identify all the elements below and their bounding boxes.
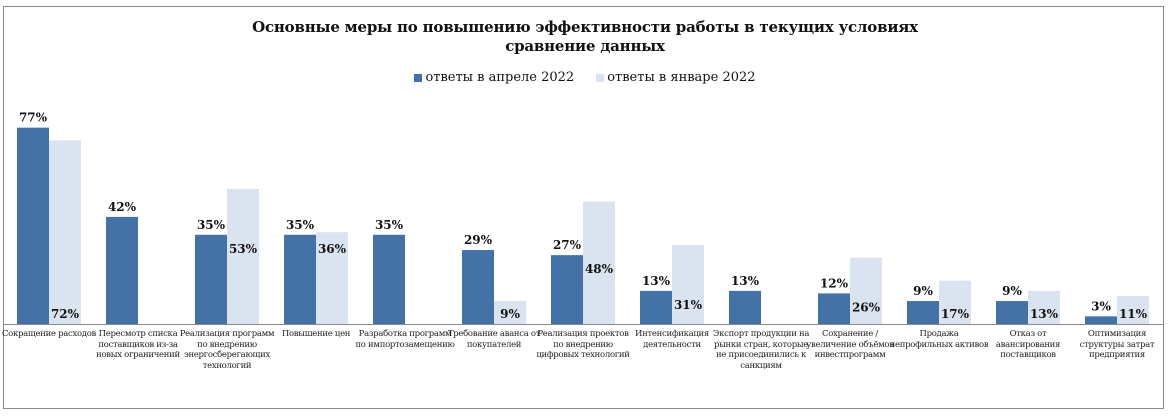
category-label-9: Сохранение / увеличение объёмов инвестпр… [806,329,894,360]
data-label-april-6: 27% [553,238,582,252]
bar-april-2 [195,234,227,324]
bar-april-1 [106,216,138,324]
category-label-3: Повышение цен [281,329,351,339]
legend-item-april: ответы в апреле 2022 [414,70,574,85]
data-label-april-3: 35% [286,218,315,232]
data-label-april-8: 13% [731,274,760,288]
data-label-january-10: 17% [941,307,970,321]
data-label-april-9: 12% [820,276,849,290]
data-label-april-2: 35% [197,218,226,232]
category-label-12: Оптимизация структуры затрат предприятия [1079,329,1155,360]
bar-january-11 [1028,290,1060,324]
bar-april-4 [373,234,405,324]
bar-april-6 [551,255,583,324]
data-label-april-5: 29% [464,233,493,247]
bar-april-3 [284,234,316,324]
chart-frame [3,6,1164,409]
category-label-10: Продажа непрофильных активов [889,329,989,350]
bar-january-2 [227,188,259,324]
bar-january-6 [583,201,615,324]
data-label-april-4: 35% [375,218,404,232]
bar-april-12 [1085,316,1117,324]
data-label-january-9: 26% [852,300,881,314]
data-label-april-10: 9% [913,284,933,298]
category-label-2: Реализация программ по внедрению энергос… [179,329,275,371]
bar-january-5 [494,301,526,324]
category-label-7: Интенсификация деятельности [635,329,709,350]
data-label-january-5: 9% [500,307,520,321]
bar-april-7 [640,290,672,324]
bar-april-0 [17,127,49,325]
bar-january-0 [49,140,81,324]
bar-january-3 [316,232,348,324]
data-label-april-11: 9% [1002,284,1022,298]
bar-january-7 [672,244,704,324]
category-label-1: Пересмотр списка поставщиков из-за новых… [96,329,180,360]
legend-swatch-january [596,73,605,82]
data-label-january-3: 36% [318,242,347,256]
data-label-january-2: 53% [229,242,258,256]
legend-label-april: ответы в апреле 2022 [425,70,575,85]
bar-april-8 [729,290,761,324]
category-label-6: Реализация проектов по внедрению цифровы… [536,329,630,360]
category-label-0: Сокращение расходов [1,329,97,339]
category-label-8: Экспорт продукции на рынки стран, которы… [712,329,810,371]
legend-item-january: ответы в январе 2022 [596,70,756,85]
category-label-5: Требование аванса от покупателей [447,329,541,350]
chart-subtitle: сравнение данных [505,37,665,55]
data-label-january-11: 13% [1030,307,1059,321]
legend: ответы в апреле 2022 ответы в январе 202… [0,70,1170,85]
data-label-april-1: 42% [108,200,137,214]
bar-april-10 [907,301,939,324]
legend-swatch-april [414,73,423,82]
data-label-january-7: 31% [674,298,703,312]
bar-april-9 [818,293,850,324]
category-label-4: Разработка программ по импортозамещению [355,329,455,350]
data-label-january-6: 48% [585,262,614,276]
bar-january-10 [939,280,971,324]
data-label-january-12: 11% [1119,307,1148,321]
data-label-april-12: 3% [1091,299,1111,313]
bar-april-5 [462,250,494,324]
bar-january-12 [1117,295,1149,324]
bar-january-9 [850,257,882,324]
chart-title: Основные меры по повышению эффективности… [252,18,918,36]
data-label-april-0: 77% [19,111,48,125]
legend-label-january: ответы в январе 2022 [607,70,756,85]
category-label-11: Отказ от авансирования поставщиков [995,329,1061,360]
data-label-april-7: 13% [642,274,671,288]
data-label-january-0: 72% [51,307,80,321]
bar-april-11 [996,301,1028,324]
